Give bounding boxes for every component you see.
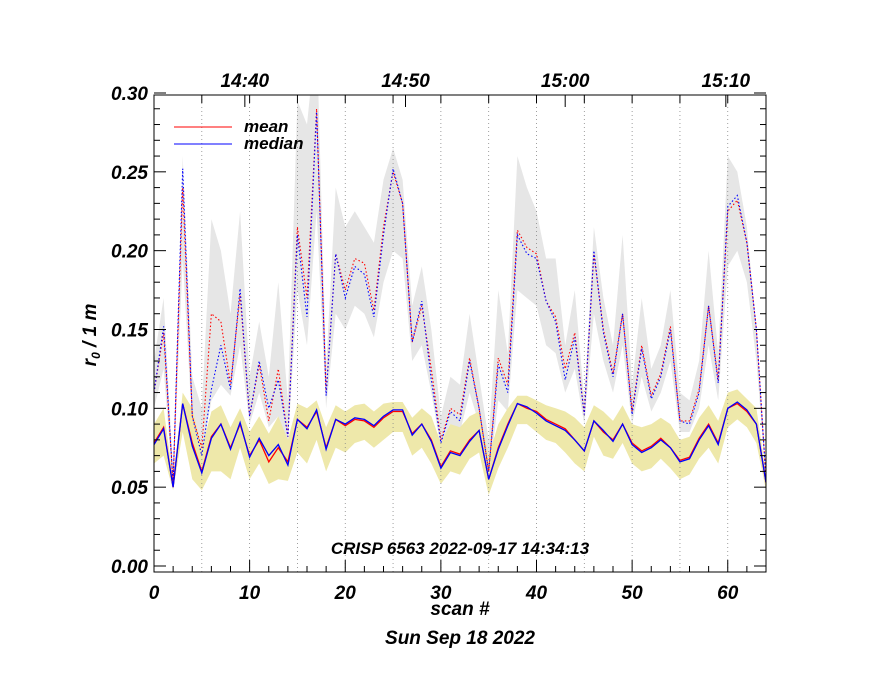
top-time-label: 15:10 <box>702 71 751 92</box>
x-tick-label: 0 <box>149 583 160 604</box>
lower-median-line <box>154 401 766 488</box>
x-axis-date-label: Sun Sep 18 2022 <box>385 628 535 649</box>
x-tick-label: 60 <box>717 583 739 604</box>
chart-annotation: CRISP 6563 2022-09-17 14:34:13 <box>331 539 590 558</box>
top-time-label: 14:40 <box>221 71 270 92</box>
bands-layer <box>154 95 766 495</box>
top-time-label: 15:00 <box>541 71 590 92</box>
y-tick-label: 0.00 <box>111 557 148 578</box>
y-tick-label: 0.15 <box>111 320 148 341</box>
y-tick-label: 0.20 <box>111 242 148 263</box>
y-tick-label: 0.05 <box>111 478 148 499</box>
y-tick-label: 0.10 <box>111 399 148 420</box>
series-layer <box>154 108 766 488</box>
x-tick-label: 10 <box>239 583 261 604</box>
legend-median-label: median <box>244 134 304 153</box>
y-axis-ticks: 0.00 0.05 0.10 0.15 0.20 0.25 0.30 <box>111 84 766 578</box>
x-tick-label: 30 <box>430 583 452 604</box>
y-axis-label: r0 / 1 m <box>80 304 103 367</box>
x-axis-ticks: 0 10 20 30 40 50 60 <box>149 560 767 604</box>
top-time-axis: 14:40 14:50 15:00 15:10 <box>153 71 751 107</box>
x-tick-label: 40 <box>525 583 548 604</box>
y-tick-label: 0.25 <box>111 163 148 184</box>
y-tick-label: 0.30 <box>111 84 148 105</box>
legend-mean-label: mean <box>244 117 288 136</box>
legend: mean median <box>174 117 304 153</box>
x-tick-label: 20 <box>334 583 357 604</box>
top-time-label: 14:50 <box>381 71 430 92</box>
upper-mean-line <box>154 108 766 485</box>
x-axis-label: scan # <box>430 599 490 620</box>
upper-band-mean-median-range <box>154 95 766 488</box>
lower-band-mean-median-range <box>154 389 766 495</box>
x-tick-label: 50 <box>622 583 644 604</box>
